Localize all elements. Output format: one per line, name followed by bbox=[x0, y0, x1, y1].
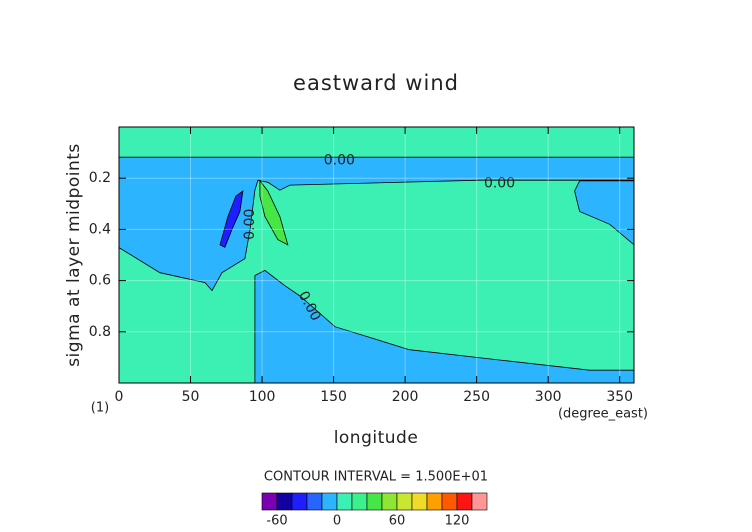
panel-label: (1) bbox=[91, 401, 109, 416]
contour-interval: CONTOUR INTERVAL = 1.500E+01 bbox=[264, 470, 488, 485]
x-tick-label: 350 bbox=[606, 389, 633, 405]
colorbar-box bbox=[261, 492, 278, 511]
x-tick-label: 100 bbox=[249, 389, 276, 405]
y-axis-label: sigma at layer midpoints bbox=[64, 143, 84, 367]
contour-region bbox=[259, 179, 289, 246]
x-unit: (degree_east) bbox=[558, 407, 648, 422]
contour-label: 0.00 bbox=[242, 209, 258, 240]
colorbar-box bbox=[306, 492, 323, 511]
y-tick-label: 0.6 bbox=[89, 273, 111, 289]
x-tick-label: 150 bbox=[320, 389, 347, 405]
contour-region bbox=[118, 156, 635, 292]
x-tick-label: 50 bbox=[182, 389, 200, 405]
colorbar-box bbox=[426, 492, 443, 511]
x-tick-label: 300 bbox=[535, 389, 562, 405]
contour-label: 0.00 bbox=[324, 152, 355, 168]
chart-title: eastward wind bbox=[293, 71, 459, 95]
colorbar-tick-label: 60 bbox=[389, 514, 406, 529]
colorbar-box bbox=[471, 492, 488, 511]
x-axis-label: longitude bbox=[334, 428, 419, 448]
y-tick-label: 0.8 bbox=[89, 324, 111, 340]
y-tick-label: 0.2 bbox=[89, 170, 111, 186]
colorbar-box bbox=[276, 492, 293, 511]
y-tick-label: 0.4 bbox=[89, 221, 111, 237]
colorbar-box bbox=[411, 492, 428, 511]
colorbar-tick-label: 0 bbox=[333, 514, 341, 529]
x-tick-label: 0 bbox=[115, 389, 124, 405]
colorbar-box bbox=[381, 492, 398, 511]
colorbar-box bbox=[351, 492, 368, 511]
colorbar-box bbox=[366, 492, 383, 511]
colorbar-box bbox=[441, 492, 458, 511]
x-tick-label: 250 bbox=[463, 389, 490, 405]
colorbar-tick-label: 120 bbox=[445, 514, 470, 529]
colorbar-box bbox=[336, 492, 353, 511]
x-tick-label: 200 bbox=[392, 389, 419, 405]
contour-label: 0.00 bbox=[484, 175, 515, 191]
colorbar-box bbox=[396, 492, 413, 511]
colorbar-tick-label: -60 bbox=[266, 514, 287, 529]
colorbar-box bbox=[321, 492, 338, 511]
contour-region bbox=[219, 190, 244, 248]
colorbar-box bbox=[456, 492, 473, 511]
plot-frame bbox=[118, 126, 635, 384]
colorbar-box bbox=[291, 492, 308, 511]
